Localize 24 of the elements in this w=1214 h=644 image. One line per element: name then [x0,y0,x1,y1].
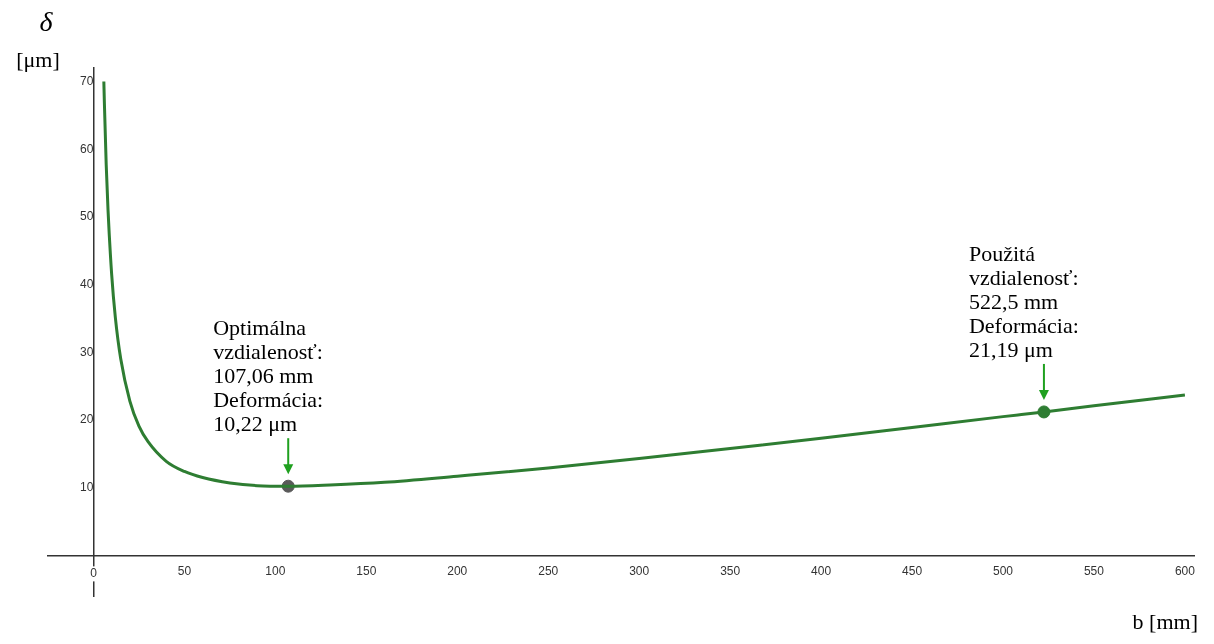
x-tick-label: 150 [356,563,377,578]
y-tick-label: 20 [80,412,94,427]
x-tick-label: 450 [902,563,923,578]
y-tick-label: 60 [80,141,94,156]
x-tick-label: 0 [90,565,98,580]
x-tick-label: 100 [265,563,286,578]
y-axis-title: δ [μm] [16,6,60,72]
x-tick-label: 50 [177,563,192,578]
y-tick-label: 70 [80,73,94,88]
y-tick-label: 30 [80,344,94,359]
x-tick-label: 350 [720,563,741,578]
x-tick-label: 200 [447,563,468,578]
annotation: Použitá vzdialenosť: 522,5 mm Deformácia: 21,19 μm [968,240,1079,362]
x-axis-title: b [mm] [1132,608,1198,634]
x-tick-label: 550 [1083,563,1105,578]
y-tick-label: 10 [80,480,94,494]
x-tick-label: 300 [629,563,650,578]
x-tick-label: 250 [538,563,559,578]
y-tick-label: 50 [80,209,94,224]
annotation: Optimálna vzdialenosť: 107,06 mm Deformácia: 10,22 μm [213,314,324,436]
x-tick-label: 500 [992,563,1014,578]
y-tick-label: 40 [80,276,94,291]
x-tick-label: 600 [1174,563,1196,578]
x-tick-label: 400 [811,563,832,578]
